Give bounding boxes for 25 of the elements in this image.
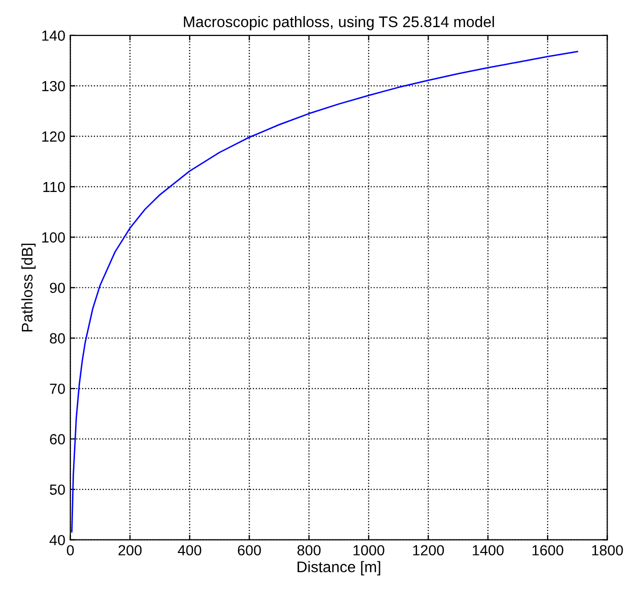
y-tick-label: 120	[42, 131, 65, 142]
x-tick-label: 1000	[354, 545, 384, 556]
y-tick-label: 140	[42, 30, 65, 41]
x-tick-label: 1800	[592, 545, 623, 556]
y-tick-label: 70	[50, 384, 65, 394]
y-tick-label: 40	[50, 534, 65, 546]
x-tick-label: 1200	[413, 545, 444, 556]
x-tick-label: 0	[66, 545, 74, 556]
y-tick-label: 80	[50, 333, 65, 344]
y-tick-label: 110	[43, 182, 65, 192]
line-series	[71, 50, 578, 532]
y-axis-title: Pathloss [dB]	[21, 244, 36, 332]
y-tick-label: 100	[42, 232, 65, 243]
chart-title: Macroscopic pathloss, using TS 25.814 model	[184, 16, 494, 30]
x-tick-label: 800	[297, 545, 321, 556]
x-tick-label: 1400	[472, 545, 504, 556]
x-axis-title: Distance [m]	[298, 561, 380, 576]
y-tick-label: 50	[50, 484, 65, 495]
y-tick-label: 130	[42, 80, 65, 92]
x-tick-label: 400	[178, 545, 202, 556]
x-tick-label: 1600	[532, 545, 564, 556]
y-tick-label: 90	[50, 282, 65, 294]
x-tick-label: 200	[118, 545, 142, 556]
x-tick-label: 600	[238, 545, 261, 556]
y-tick-label: 60	[50, 434, 65, 444]
